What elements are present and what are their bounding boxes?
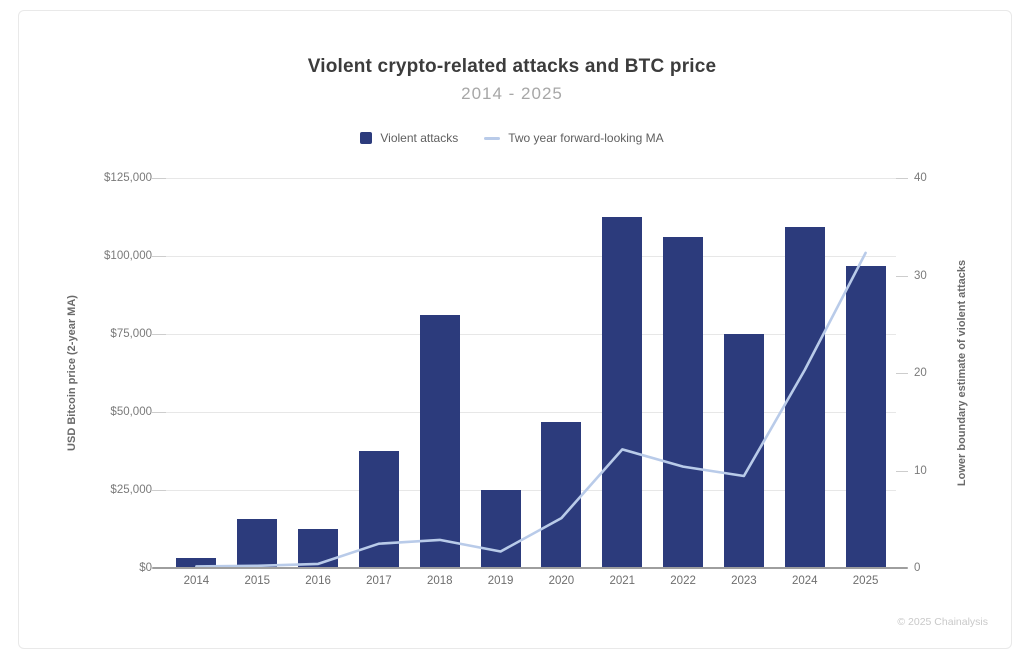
bar-swatch-icon: [360, 132, 373, 144]
x-axis-label: 2023: [731, 575, 757, 587]
bar-2016: [298, 529, 339, 568]
gridline: [166, 177, 896, 179]
left-axis-tick-label: $75,000: [110, 328, 152, 340]
bar-2021: [602, 217, 643, 568]
left-tick-mark: [152, 178, 166, 179]
bar-2020: [541, 421, 582, 568]
x-axis-label: 2018: [426, 575, 453, 587]
left-axis-title: USD Bitcoin price (2-year MA): [66, 295, 78, 451]
x-axis-label: 2024: [791, 575, 818, 587]
left-axis-tick-label: $0: [139, 562, 152, 574]
legend-label: Two year forward-looking MA: [508, 131, 664, 145]
left-tick-mark: [152, 490, 166, 491]
x-axis-label: 2022: [670, 575, 696, 587]
forward-ma-line: [195, 251, 867, 568]
x-axis-baseline: [152, 567, 908, 569]
plot-area: 2014 2015 2016 2017 2018 2019 2020 2021 2022 2023…: [166, 177, 896, 587]
legend-item-forward-ma: Two year forward-looking MA: [484, 131, 664, 145]
right-axis-tick-label: 0: [914, 562, 921, 574]
bar-2019: [480, 490, 521, 568]
x-axis-label: 2014: [183, 575, 210, 587]
left-axis-tick-label: $25,000: [110, 484, 152, 496]
bar-2018: [419, 314, 460, 568]
attribution: © 2025 Chainalysis: [897, 616, 988, 628]
right-axis-tick-label: 40: [914, 172, 927, 184]
left-axis-tick-label: $100,000: [104, 250, 152, 262]
legend-label: Violent attacks: [380, 131, 459, 145]
gridline: [166, 489, 896, 491]
bar-2015: [237, 519, 278, 568]
x-axis-label: 2015: [244, 575, 271, 587]
right-tick-mark: [896, 470, 908, 472]
right-axis-tick-label: 30: [914, 269, 927, 282]
x-axis-label: 2016: [305, 575, 331, 587]
left-tick-mark: [152, 334, 166, 335]
bar-2025: [845, 265, 886, 568]
chart-subtitle: 2014 - 2025: [461, 84, 563, 103]
bar-2022: [663, 236, 704, 568]
left-axis-tick-label: $125,000: [104, 172, 152, 184]
left-axis-tick-label: $50,000: [110, 406, 152, 418]
gridline: [166, 255, 896, 257]
x-axis-label: 2019: [487, 575, 514, 587]
right-axis-tick-label: 10: [914, 464, 927, 477]
bar-2024: [784, 226, 825, 568]
gridline: [166, 411, 896, 413]
chart-title: Violent crypto-related attacks and BTC p…: [307, 56, 717, 77]
bar-2014: [176, 558, 217, 568]
right-tick-mark: [896, 275, 908, 277]
left-tick-mark: [152, 256, 166, 257]
right-tick-mark: [896, 178, 908, 179]
left-tick-mark: [152, 412, 166, 413]
right-axis-tick-label: 20: [914, 367, 927, 379]
legend: Violent attacks Two year forward-looking…: [0, 131, 1024, 145]
x-axis-label: 2020: [548, 575, 575, 587]
right-tick-mark: [896, 373, 908, 374]
gridline: [166, 333, 896, 335]
legend-item-violent-attacks: Violent attacks: [360, 131, 458, 145]
x-axis-label: 2025: [852, 575, 879, 587]
x-axis-label: 2017: [366, 575, 392, 587]
x-axis-label: 2021: [609, 575, 636, 587]
line-swatch-icon: [484, 136, 501, 140]
